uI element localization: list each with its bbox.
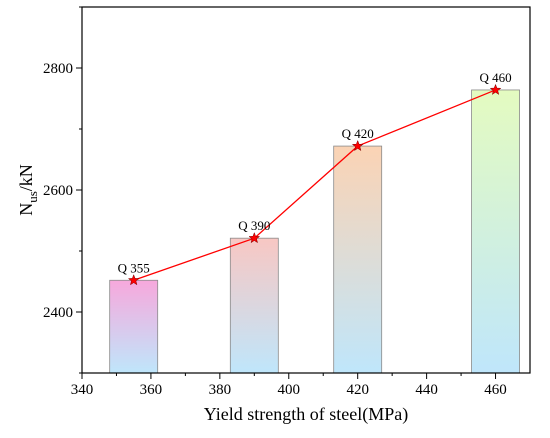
data-label: Q 355 [118, 260, 150, 275]
y-axis-title-sub: us [25, 191, 40, 203]
x-tick-label: 380 [209, 382, 232, 398]
bar [229, 237, 279, 374]
x-tick-label: 420 [346, 382, 369, 398]
y-axis-title: Nus/kN [16, 164, 40, 216]
x-tick-label: 460 [484, 382, 507, 398]
x-tick-label: 440 [415, 382, 438, 398]
y-tick-label: 2400 [43, 305, 73, 321]
y-axis-title-rest: /kN [16, 164, 36, 191]
data-point-marker [248, 231, 261, 244]
data-label: Q 460 [479, 70, 511, 85]
x-tick-label: 340 [71, 382, 94, 398]
bar [471, 89, 520, 374]
data-point-marker [351, 139, 364, 152]
series-line [133, 89, 496, 281]
data-point-marker [489, 83, 502, 95]
data-labels-layer: Q 355 Q 390 Q 420 Q 460 [118, 70, 512, 275]
axes-layer: 340 360 380 400 420 440 460 2400 2600 2800 [43, 6, 507, 398]
bar [333, 145, 383, 374]
bar [109, 279, 159, 374]
x-tick-label: 400 [278, 382, 301, 398]
data-point-marker [127, 274, 140, 286]
data-label: Q 420 [342, 126, 374, 141]
x-axis-title: Yield strength of steel(MPa) [204, 404, 408, 425]
data-label: Q 390 [238, 218, 270, 233]
x-tick-label: 360 [140, 382, 163, 398]
series-line-layer [127, 83, 502, 286]
y-tick-label: 2600 [43, 183, 73, 199]
bars-layer [109, 89, 520, 374]
y-tick-label: 2800 [43, 61, 73, 77]
y-axis-title-main: N [16, 203, 36, 216]
